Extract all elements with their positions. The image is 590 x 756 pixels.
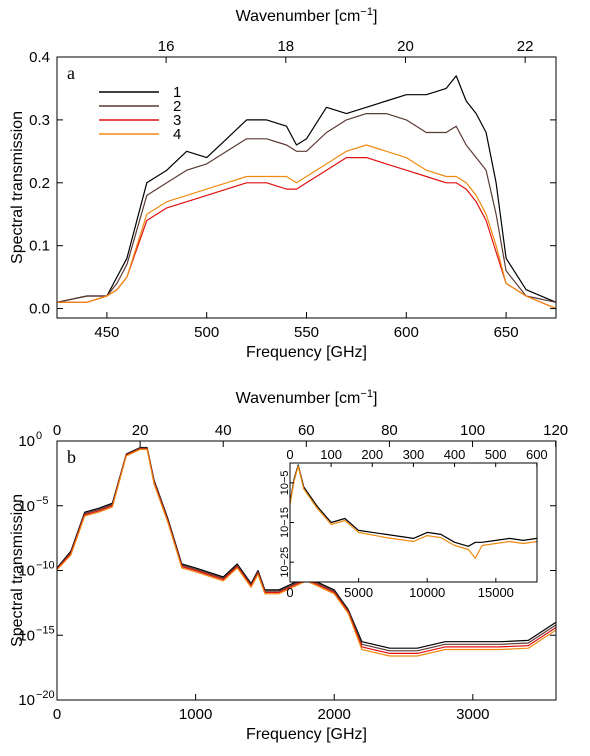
inset-y-tick-label: 10−25 — [279, 547, 291, 578]
top-x-tick-label: 120 — [543, 422, 568, 439]
panel-a-frame — [56, 56, 557, 319]
inset-top-x-tick-label: 300 — [403, 447, 425, 462]
series-line-3 — [56, 448, 557, 654]
y-tick-label: 0.3 — [29, 112, 50, 129]
top-x-tick-label: 100 — [460, 422, 485, 439]
top-x-tick-label: 20 — [397, 38, 414, 55]
inset-x-tick-label: 5000 — [344, 585, 373, 600]
x-tick-label: 3000 — [456, 706, 489, 723]
x-tick-label: 450 — [94, 324, 119, 341]
top-x-tick-label: 22 — [517, 38, 534, 55]
top-x-axis-label-end: ] — [373, 390, 377, 407]
top-x-axis-label-end: ] — [373, 8, 377, 25]
inset-top-x-tick-label: 100 — [320, 447, 342, 462]
top-x-axis-label-sup: −1 — [360, 388, 373, 400]
inset-top-x-tick-label: 0 — [286, 447, 293, 462]
y-tick-label: 10 — [18, 563, 35, 580]
panel-a: 450 500 550 600 650 16 18 20 22 0.0 0.1 0.2 0.3 0.4 Fr… — [9, 6, 557, 361]
series-line-4 — [56, 448, 557, 657]
top-x-tick-label: 18 — [277, 38, 294, 55]
series-line-4 — [57, 144, 557, 310]
legend-label-2: 2 — [173, 98, 181, 115]
y-tick-label: 10 — [18, 692, 35, 709]
x-axis-label: Frequency [GHz] — [246, 726, 367, 743]
x-axis-label: Frequency [GHz] — [246, 344, 367, 361]
y-tick-exponent: −20 — [36, 689, 55, 701]
series-line-2 — [56, 113, 557, 303]
y-tick-label: 10 — [18, 627, 35, 644]
x-tick-label: 0 — [53, 706, 61, 723]
top-x-tick-label: 16 — [158, 38, 175, 55]
legend-label-4: 4 — [173, 126, 181, 143]
series-line-1 — [56, 75, 557, 303]
inset-series-line-1 — [289, 464, 538, 547]
x-tick-label: 500 — [194, 324, 219, 341]
x-tick-label: 2000 — [318, 706, 351, 723]
top-x-axis-label-sup: −1 — [360, 6, 373, 18]
inset-background — [290, 463, 537, 582]
top-x-tick-label: 0 — [53, 422, 61, 439]
top-x-axis-label: Wavenumber [cm−1] — [236, 388, 378, 407]
inset-x-tick-label: 0 — [286, 585, 293, 600]
top-x-axis-label: Wavenumber [cm−1] — [236, 6, 378, 25]
y-tick-exponent: 0 — [36, 430, 42, 442]
y-tick-label: 10 — [18, 498, 35, 515]
panel-letter-a: a — [67, 63, 75, 83]
x-tick-label: 600 — [394, 324, 419, 341]
y-tick-label: 0.4 — [29, 49, 50, 66]
y-tick-label: 0.1 — [29, 238, 50, 255]
y-tick-label: 0.2 — [29, 175, 50, 192]
legend-label-3: 3 — [173, 112, 181, 129]
inset-top-x-tick-label: 400 — [444, 447, 466, 462]
panel-letter-b: b — [67, 447, 76, 467]
top-x-tick-label: 80 — [381, 422, 398, 439]
y-tick-label: 10 — [18, 433, 35, 450]
panel-b-inset: 0 5000 10000 15000 0 100 200 300 400 500 600 10−5 10… — [279, 447, 548, 600]
inset-x-tick-label: 10000 — [409, 585, 445, 600]
inset-x-tick-label: 15000 — [478, 585, 514, 600]
top-x-tick-label: 40 — [215, 422, 232, 439]
top-x-tick-label: 20 — [132, 422, 149, 439]
inset-top-x-tick-label: 500 — [485, 447, 507, 462]
series-line-3 — [57, 157, 557, 310]
inset-series-line-4 — [289, 465, 538, 559]
x-tick-label: 650 — [494, 324, 519, 341]
y-tick-label: 0.0 — [29, 301, 50, 318]
inset-y-tick-label: 10−15 — [279, 507, 291, 538]
y-axis-label: Spectral transmission — [9, 494, 26, 647]
x-tick-label: 1000 — [179, 706, 212, 723]
inset-top-x-tick-label: 200 — [361, 447, 383, 462]
x-tick-label: 550 — [294, 324, 319, 341]
y-axis-label: Spectral transmission — [9, 111, 26, 264]
top-x-tick-label: 60 — [298, 422, 315, 439]
legend-label-1: 1 — [173, 84, 181, 101]
inset-top-x-tick-label: 600 — [526, 447, 548, 462]
y-tick-exponent: −15 — [36, 624, 55, 636]
inset-y-tick-label: 10−5 — [279, 470, 291, 495]
y-tick-exponent: −10 — [36, 560, 55, 572]
y-tick-exponent: −5 — [36, 495, 49, 507]
